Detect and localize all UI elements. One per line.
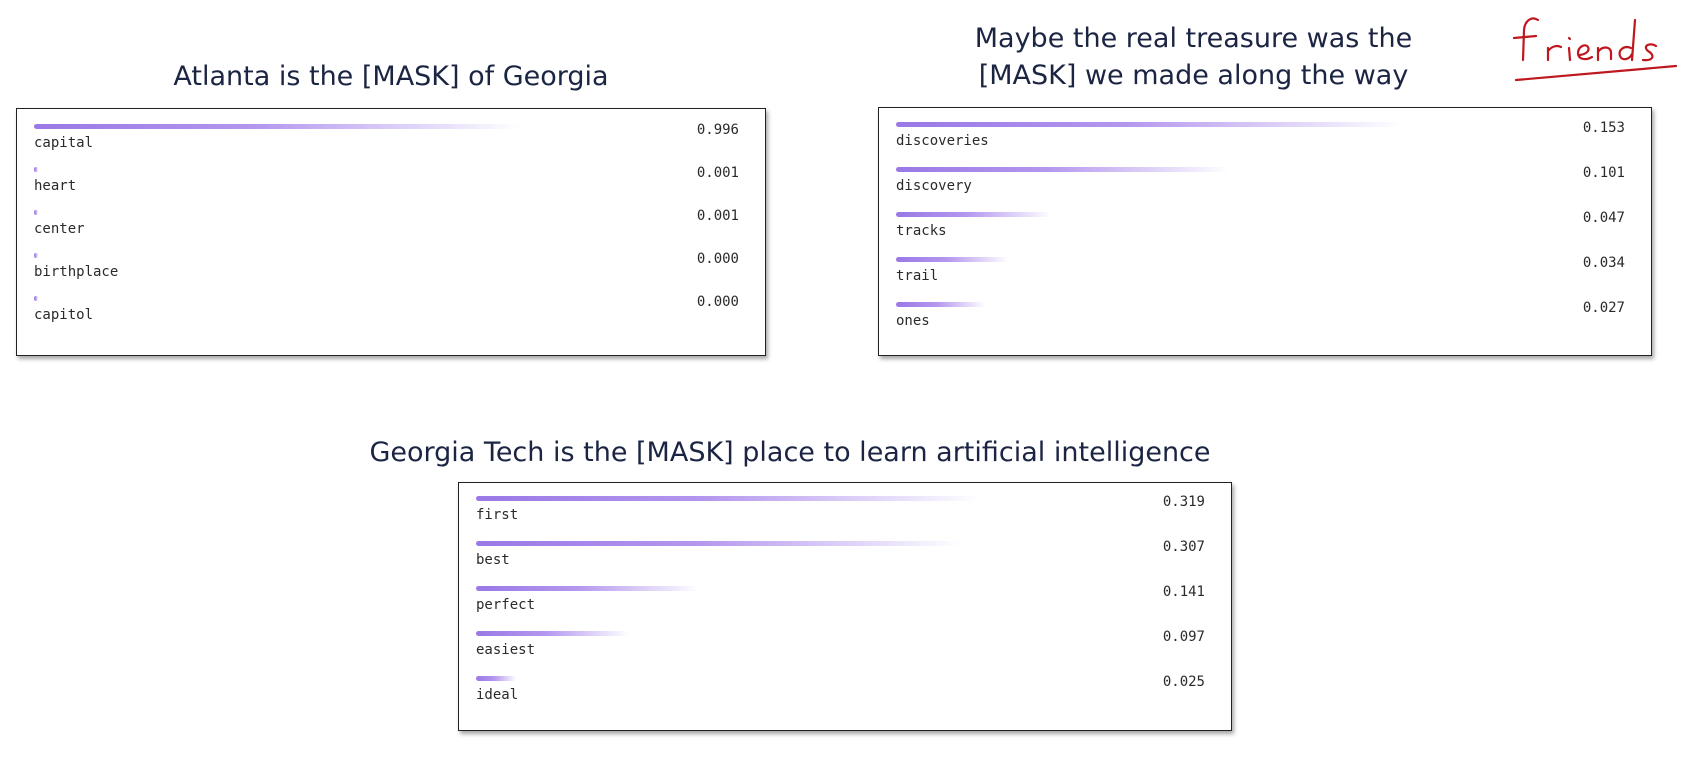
score-value: 0.027 [1582, 300, 1625, 316]
score-bar [34, 210, 38, 215]
prediction-row: birthplace 0.000 [33, 251, 739, 299]
prediction-row: ideal 0.025 [475, 674, 1205, 722]
token-label: birthplace [34, 264, 119, 280]
token-label: perfect [476, 597, 536, 613]
score-bar [476, 586, 699, 591]
score-bar [34, 253, 38, 258]
score-value: 0.996 [696, 122, 739, 138]
prediction-row: discoveries 0.153 [895, 120, 1625, 168]
prediction-row: ones 0.027 [895, 300, 1625, 348]
token-label: capitol [34, 307, 94, 323]
score-bar [34, 167, 38, 172]
prediction-row: heart 0.001 [33, 165, 739, 213]
score-value: 0.153 [1582, 120, 1625, 136]
prediction-row: tracks 0.047 [895, 210, 1625, 258]
prediction-panel-atlanta: Atlanta is the [MASK] of Georgia capital… [16, 58, 766, 358]
predictions-card: capital 0.996 heart 0.001 center 0.001 birthpl… [16, 108, 766, 356]
prediction-row: capitol 0.000 [33, 294, 739, 342]
prediction-panel-treasure: Maybe the real treasure was the [MASK] w… [878, 20, 1652, 360]
score-value: 0.141 [1162, 584, 1205, 600]
prediction-row: center 0.001 [33, 208, 739, 256]
score-value: 0.101 [1582, 165, 1625, 181]
panel-title: Georgia Tech is the [MASK] place to lear… [338, 434, 1242, 471]
score-bar [896, 122, 1401, 127]
prediction-row: first 0.319 [475, 494, 1205, 542]
score-value: 0.001 [696, 208, 739, 224]
score-value: 0.319 [1162, 494, 1205, 510]
panel-title: Maybe the real treasure was the [MASK] w… [878, 20, 1509, 94]
score-bar [476, 676, 516, 681]
score-bar [476, 541, 962, 546]
token-label: ideal [476, 687, 519, 703]
predictions-card: discoveries 0.153 discovery 0.101 tracks 0.04… [878, 107, 1652, 356]
score-bar [476, 496, 981, 501]
score-value: 0.047 [1582, 210, 1625, 226]
prediction-row: trail 0.034 [895, 255, 1625, 303]
score-value: 0.034 [1582, 255, 1625, 271]
handwritten-annotation [1512, 17, 1678, 82]
token-label: capital [34, 135, 94, 151]
score-value: 0.000 [696, 251, 739, 267]
score-value: 0.001 [696, 165, 739, 181]
score-value: 0.000 [696, 294, 739, 310]
token-label: best [476, 552, 510, 568]
score-value: 0.025 [1162, 674, 1205, 690]
title-line: Maybe the real treasure was the [974, 23, 1413, 54]
score-value: 0.307 [1162, 539, 1205, 555]
token-label: first [476, 507, 519, 523]
score-bar [476, 631, 630, 636]
prediction-row: easiest 0.097 [475, 629, 1205, 677]
token-label: easiest [476, 642, 536, 658]
score-value: 0.097 [1162, 629, 1205, 645]
score-bar [34, 296, 38, 301]
score-bar [896, 167, 1230, 172]
title-line: [MASK] we made along the way [978, 60, 1409, 91]
token-label: ones [896, 313, 930, 329]
prediction-row: best 0.307 [475, 539, 1205, 587]
prediction-row: capital 0.996 [33, 122, 739, 170]
token-label: trail [896, 268, 939, 284]
token-label: discovery [896, 178, 972, 194]
panel-title: Atlanta is the [MASK] of Georgia [16, 58, 766, 95]
score-bar [896, 257, 1009, 262]
prediction-row: discovery 0.101 [895, 165, 1625, 213]
token-label: heart [34, 178, 77, 194]
token-label: center [34, 221, 85, 237]
score-bar [896, 212, 1052, 217]
score-bar [896, 302, 986, 307]
score-bar [34, 124, 521, 129]
prediction-row: perfect 0.141 [475, 584, 1205, 632]
prediction-panel-georgia-tech: Georgia Tech is the [MASK] place to lear… [369, 434, 1232, 734]
token-label: discoveries [896, 133, 989, 149]
token-label: tracks [896, 223, 947, 239]
predictions-card: first 0.319 best 0.307 perfect 0.141 easiest 0.… [458, 482, 1232, 731]
title-line: Atlanta is the [MASK] of Georgia [173, 61, 609, 92]
title-line: Georgia Tech is the [MASK] place to lear… [369, 437, 1211, 468]
